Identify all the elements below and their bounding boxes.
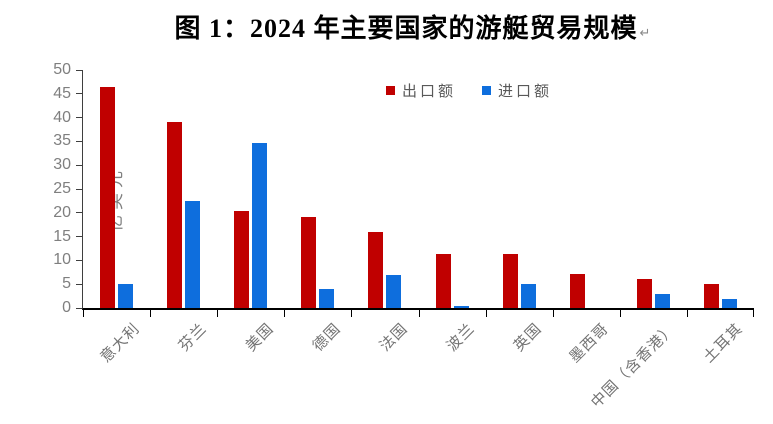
y-tick-label: 20 [53,203,71,221]
bar-export [502,254,518,308]
y-tick-label: 0 [62,299,71,316]
x-category-label: 美国 [242,320,277,355]
x-tick-mark [217,310,219,317]
bar-export [167,122,183,308]
x-tick-mark [83,310,84,317]
x-category-label: 德国 [310,320,345,355]
x-tick-mark [619,310,621,317]
title-row: 图 1：2024 年主要国家的游艇贸易规模 ↵ [0,8,773,45]
y-tick-mark [76,259,82,261]
x-category-label: 土耳其 [701,320,747,367]
x-category-label: 法国 [377,320,412,355]
y-tick-label: 5 [62,275,71,293]
y-tick-mark [76,212,82,214]
bar-export [368,231,384,308]
x-tick-mark [686,310,688,317]
y-tick-mark [76,69,82,71]
paragraph-mark-icon: ↵ [639,25,651,41]
legend-item: 出口额 [386,80,456,101]
bar-export [435,254,451,308]
x-tick-mark [284,310,286,317]
bar-export [100,86,116,308]
x-category-label: 意大利 [97,320,143,367]
bar-export [569,273,585,308]
bar-import [185,200,201,308]
legend-swatch-icon [482,86,492,95]
legend-item: 进口额 [482,80,552,101]
chart-title: 图 1：2024 年主要国家的游艇贸易规模 [174,14,638,43]
bar-import [520,284,536,308]
legend: 出口额 进口额 [386,80,552,101]
x-tick-mark [485,310,487,317]
bar-import [118,284,134,308]
legend-label: 出口额 [402,84,457,100]
y-tick-mark [76,164,82,166]
y-tick-mark [76,93,82,95]
y-tick-label: 50 [53,61,71,78]
bar-import [319,288,335,308]
y-tick-label: 45 [53,84,71,102]
x-category-label: 芬兰 [175,320,210,355]
bar-export [234,211,250,308]
x-tick-mark [150,310,152,317]
y-tick-mark [76,188,82,190]
x-tick-mark [753,310,754,317]
legend-label: 进口额 [498,84,553,100]
x-category-label: 英国 [511,320,546,355]
y-tick-label: 40 [53,108,71,126]
y-tick-mark [76,307,82,309]
y-tick-mark [76,140,82,142]
x-category-label: 墨西哥 [567,320,613,367]
y-tick-mark [76,283,82,285]
bar-import [721,299,737,308]
bar-import [252,142,268,308]
x-category-label: 波兰 [444,320,479,355]
y-tick-label: 15 [53,227,71,245]
x-tick-mark [351,310,353,317]
bar-export [636,279,652,308]
y-tick-label: 35 [53,132,71,150]
bar-import [386,274,402,308]
y-tick-label: 25 [53,180,71,197]
y-tick-mark [76,236,82,238]
x-tick-mark [418,310,420,317]
y-tick-label: 10 [53,251,71,269]
bar-import [453,305,469,308]
legend-swatch-icon [386,86,395,95]
y-tick-mark [76,117,82,119]
bar-import [654,293,670,308]
x-tick-mark [552,310,554,317]
y-tick-label: 30 [53,156,71,174]
bar-export [703,284,719,308]
bar-export [301,216,317,308]
